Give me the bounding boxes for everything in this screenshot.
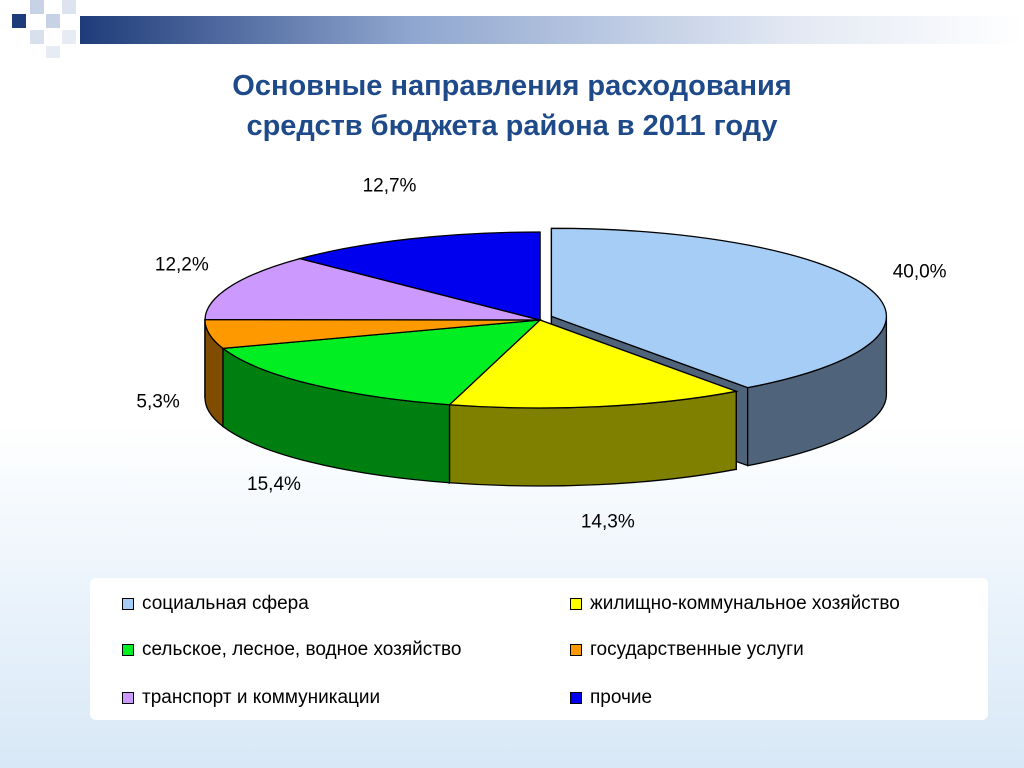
data-label-transport: 12,2%: [155, 255, 209, 276]
legend-label: сельское, лесное, водное хозяйство: [142, 639, 462, 660]
data-label-agriculture: 15,4%: [247, 474, 301, 495]
legend-swatch: [570, 598, 582, 610]
data-label-social: 40,0%: [893, 261, 947, 282]
legend-item-transport: транспорт и коммуникации: [122, 687, 380, 709]
slice-social: [550, 227, 888, 389]
legend-label: государственные услуги: [590, 639, 804, 660]
legend-label: прочие: [590, 687, 653, 708]
chart-title-line2: средств бюджета района в 2011 году: [246, 110, 778, 142]
legend-label: жилищно-коммунальное хозяйство: [590, 593, 900, 614]
slice-agriculture: [221, 319, 542, 406]
data-label-public-services: 5,3%: [136, 392, 179, 413]
legend-swatch: [122, 692, 134, 704]
chart-title-line1: Основные направления расходования: [232, 70, 792, 102]
corner-decoration: [12, 0, 1024, 58]
slice-housing: [447, 319, 739, 409]
legend-swatch: [570, 644, 582, 656]
chart-title: Основные направления расходования средст…: [0, 66, 1024, 146]
legend-swatch: [122, 598, 134, 610]
legend-item-housing: жилищно-коммунальное хозяйство: [570, 593, 900, 615]
legend-item-social: социальная сфера: [122, 593, 309, 615]
legend-swatch: [122, 644, 134, 656]
legend-label: социальная сфера: [142, 593, 309, 614]
chart-legend: социальная сфера жилищно-коммунальное хо…: [90, 578, 988, 720]
data-label-housing: 14,3%: [581, 512, 635, 533]
data-label-other: 12,7%: [363, 175, 417, 196]
slice-transport: [204, 257, 541, 321]
legend-item-agriculture: сельское, лесное, водное хозяйство: [122, 639, 461, 661]
slice-other: [297, 231, 541, 321]
legend-swatch: [570, 692, 582, 704]
legend-item-other: прочие: [570, 687, 652, 709]
legend-label: транспорт и коммуникации: [142, 687, 381, 708]
legend-item-public-services: государственные услуги: [570, 639, 804, 661]
